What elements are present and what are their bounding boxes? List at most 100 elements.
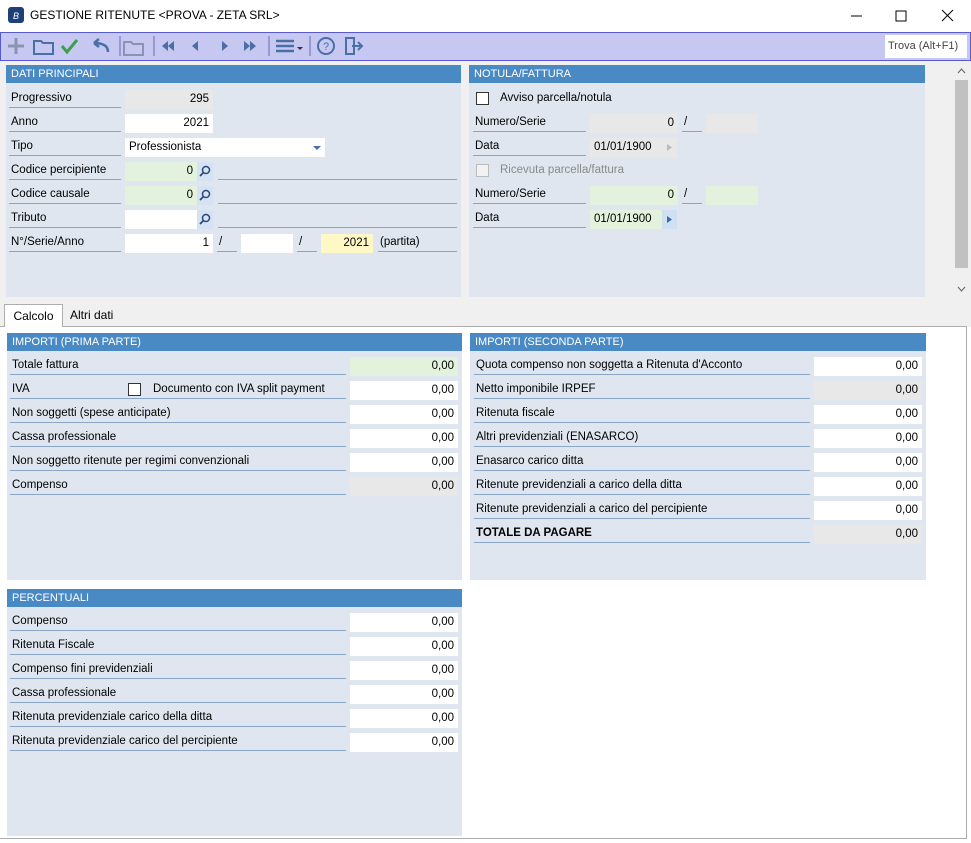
field-label: Cassa professionale — [10, 684, 346, 703]
input-field[interactable]: 2021 — [125, 114, 213, 133]
panel-title: IMPORTI (SECONDA PARTE) — [470, 333, 926, 351]
lookup-button[interactable] — [197, 186, 213, 205]
title-bar — [0, 0, 971, 32]
panel-dati-principali — [6, 65, 461, 297]
panel-title: NOTULA/FATTURA — [469, 65, 925, 83]
input-field[interactable]: 0,00 — [350, 453, 458, 472]
field-label: Tributo — [9, 209, 121, 228]
field-label: Ritenuta previdenziale carico della ditt… — [10, 708, 346, 727]
input-field[interactable]: 0,00 — [350, 429, 458, 448]
input-field[interactable] — [241, 234, 293, 253]
input-field — [706, 114, 758, 133]
field-label: Cassa professionale — [10, 428, 346, 447]
input-field[interactable]: 0,00 — [814, 429, 922, 448]
field-label: / — [297, 233, 317, 252]
field-label: Non soggetti (spese anticipate) — [10, 404, 346, 423]
input-field[interactable]: 0,00 — [350, 613, 458, 632]
field-label: Tipo — [9, 137, 121, 156]
input-field[interactable]: 295 — [125, 90, 213, 109]
checkbox[interactable] — [476, 92, 489, 105]
window-controls[interactable] — [845, 6, 965, 26]
field-label: Ritenute previdenziali a carico del perc… — [474, 500, 810, 519]
input-field[interactable]: 0 — [590, 114, 678, 133]
input-field[interactable]: 01/01/1900 — [590, 210, 662, 229]
field-label: Ritenuta fiscale — [474, 404, 810, 423]
content-border — [0, 838, 967, 839]
panel-notula — [469, 65, 925, 297]
input-field[interactable]: 0 — [125, 162, 197, 181]
input-field[interactable]: 0,00 — [814, 525, 922, 544]
description-field — [218, 185, 457, 204]
input-field[interactable]: 0 — [590, 186, 678, 205]
input-field[interactable]: 0,00 — [814, 501, 922, 520]
input-field[interactable]: 0,00 — [350, 405, 458, 424]
window-title: GESTIONE RITENUTE <PROVA - ZETA SRL> — [30, 8, 280, 22]
input-field[interactable]: 0,00 — [350, 357, 458, 376]
date-button[interactable] — [662, 210, 677, 229]
content-border — [966, 327, 967, 839]
field-label: Compenso — [10, 612, 346, 631]
lookup-button[interactable] — [197, 162, 213, 181]
description-field — [218, 209, 457, 228]
field-label: Totale fattura — [10, 356, 346, 375]
input-field[interactable]: 01/01/1900 — [590, 138, 662, 157]
input-field[interactable] — [125, 210, 197, 229]
panel-title: PERCENTUALI — [7, 589, 462, 607]
field-label: / — [682, 185, 702, 204]
field-label: Compenso — [10, 476, 346, 495]
app-icon: B — [8, 7, 24, 23]
panel-title: DATI PRINCIPALI — [6, 65, 461, 83]
field-label: Ritenute previdenziali a carico della di… — [474, 476, 810, 495]
input-field[interactable] — [706, 186, 758, 205]
field-label: Codice causale — [9, 185, 121, 204]
input-field[interactable]: 0,00 — [814, 381, 922, 400]
input-field[interactable]: 0,00 — [350, 661, 458, 680]
field-label: Progressivo — [9, 89, 121, 108]
search-box[interactable]: Trova (Alt+F1) — [885, 35, 967, 58]
field-label: (partita) — [378, 233, 457, 252]
svg-text:B: B — [13, 11, 19, 21]
checkbox[interactable] — [128, 383, 141, 396]
field-label: / — [217, 233, 237, 252]
input-field[interactable]: 0,00 — [350, 733, 458, 752]
input-field[interactable]: 0,00 — [350, 477, 458, 496]
field-label: Compenso fini previdenziali — [10, 660, 346, 679]
input-field[interactable]: 0,00 — [350, 637, 458, 656]
tab[interactable]: Altri dati — [70, 308, 114, 322]
field-label: Enasarco carico ditta — [474, 452, 810, 471]
input-field[interactable]: 0,00 — [814, 477, 922, 496]
tab-line — [0, 326, 967, 327]
dropdown-button[interactable] — [309, 138, 325, 157]
input-field[interactable]: 0 — [125, 186, 197, 205]
field-label: Data — [473, 209, 586, 228]
tab-strip — [0, 297, 971, 327]
field-label: Codice percipiente — [9, 161, 121, 180]
field-label: TOTALE DA PAGARE — [474, 524, 810, 543]
field-label: Altri previdenziali (ENASARCO) — [474, 428, 810, 447]
date-button[interactable] — [662, 138, 677, 157]
checkbox-label: Documento con IVA split payment — [153, 383, 325, 395]
input-field[interactable]: 1 — [125, 234, 213, 253]
field-label: Data — [473, 137, 586, 156]
input-field[interactable]: 0,00 — [814, 357, 922, 376]
lookup-button[interactable] — [197, 210, 213, 229]
input-field[interactable]: 0,00 — [350, 709, 458, 728]
input-field[interactable]: Professionista — [125, 138, 325, 157]
field-label: Numero/Serie — [473, 113, 586, 132]
field-label: Ritenuta previdenziale carico del percip… — [10, 732, 346, 751]
input-field[interactable]: 0,00 — [814, 405, 922, 424]
field-label: Netto imponibile IRPEF — [474, 380, 810, 399]
input-field[interactable]: 0,00 — [350, 685, 458, 704]
tab-active[interactable]: Calcolo — [4, 304, 63, 327]
input-field[interactable]: 0,00 — [350, 381, 458, 400]
scrollbar[interactable] — [953, 63, 970, 297]
field-label: N°/Serie/Anno — [9, 233, 121, 252]
toolbar-icons[interactable]: ? — [4, 34, 374, 58]
input-field[interactable]: 0,00 — [814, 453, 922, 472]
input-field[interactable]: 2021 — [321, 234, 373, 253]
description-field — [218, 161, 457, 180]
field-label: Ricevuta parcella/fattura — [500, 164, 625, 176]
checkbox — [476, 164, 489, 177]
